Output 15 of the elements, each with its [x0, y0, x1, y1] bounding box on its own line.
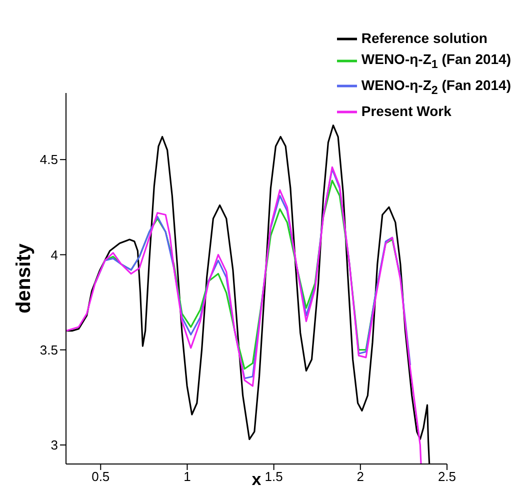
y-tick-label: 3.5 — [40, 342, 58, 358]
y-tick-label: 3 — [50, 438, 58, 453]
x-tick-label: 1 — [184, 469, 191, 484]
legend-label: WENO-η-Z$_{1}$ (Fan 2014) — [361, 51, 511, 72]
y-axis-title: density — [13, 242, 35, 314]
y-tick-label: 4 — [50, 247, 58, 262]
y-tick-label: 4.5 — [40, 152, 58, 168]
x-tick-label: 2 — [356, 469, 364, 484]
legend-label: Present Work — [361, 102, 452, 119]
legend-label: WENO-η-Z$_{2}$ (Fan 2014) — [361, 77, 511, 97]
x-tick-label: 0.5 — [92, 469, 110, 484]
x-tick-label: 1.5 — [264, 469, 283, 484]
x-axis-title: x — [252, 470, 262, 489]
legend-label: Reference solution — [361, 30, 488, 46]
x-tick-label: 2.5 — [438, 469, 456, 484]
